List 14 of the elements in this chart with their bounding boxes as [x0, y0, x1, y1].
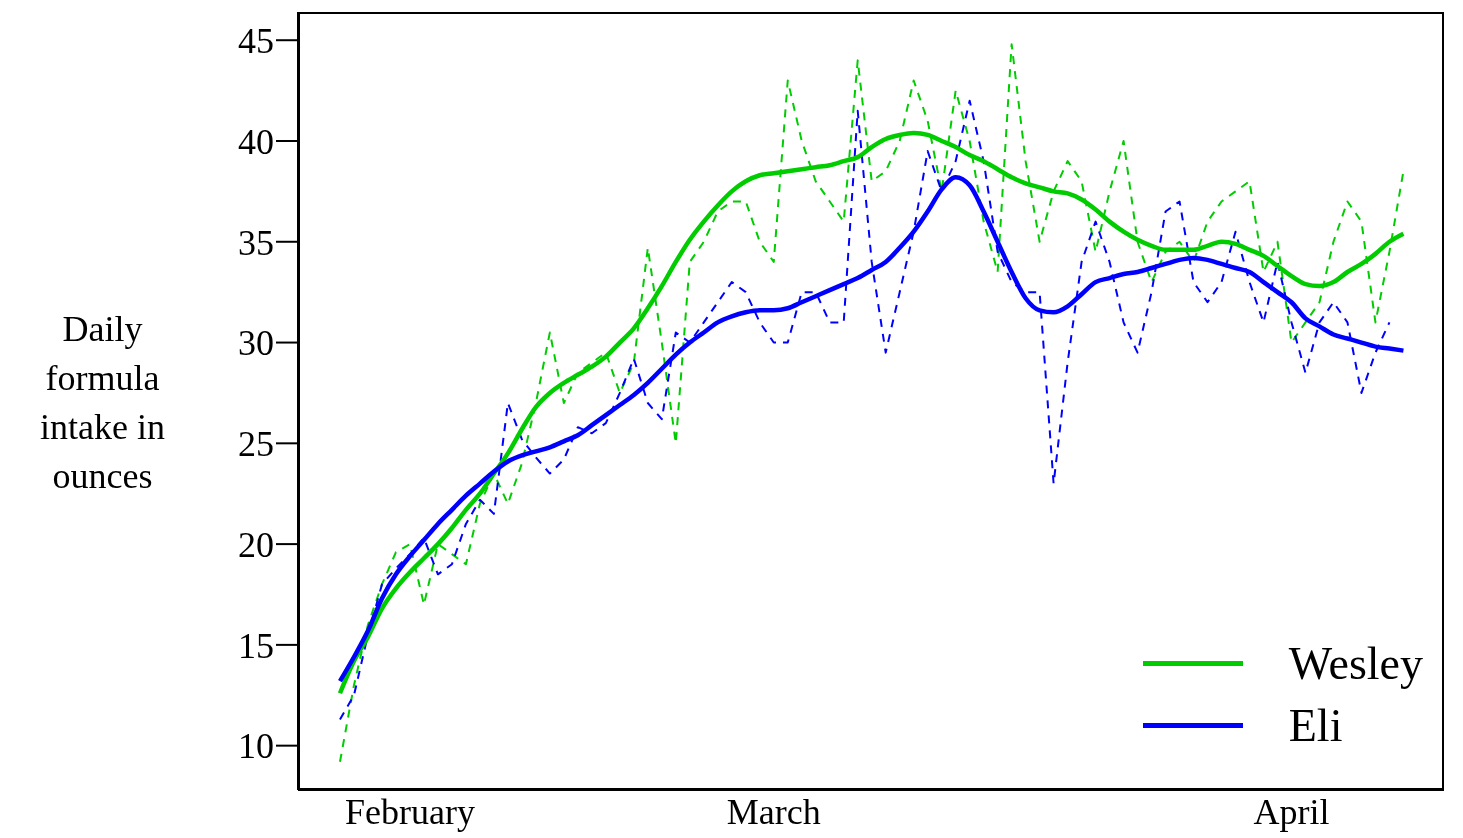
y-tick-label: 45 — [238, 21, 274, 61]
y-tick-label: 30 — [238, 323, 274, 364]
y-tick-label: 40 — [238, 121, 274, 162]
x-tick-label: April — [1253, 791, 1330, 832]
x-tick-label: February — [344, 791, 475, 832]
y-tick-label: 20 — [238, 524, 274, 565]
y-tick-label: 25 — [238, 424, 274, 465]
legend-label: Wesley — [1288, 636, 1423, 690]
legend-label: Eli — [1288, 698, 1343, 752]
x-tick-label: March — [726, 791, 821, 832]
y-tick-label: 35 — [238, 222, 274, 263]
y-tick-label: 10 — [238, 726, 274, 767]
y-tick-label: 15 — [238, 625, 274, 666]
y-axis-title: Daily formula intake in ounces — [39, 308, 166, 498]
